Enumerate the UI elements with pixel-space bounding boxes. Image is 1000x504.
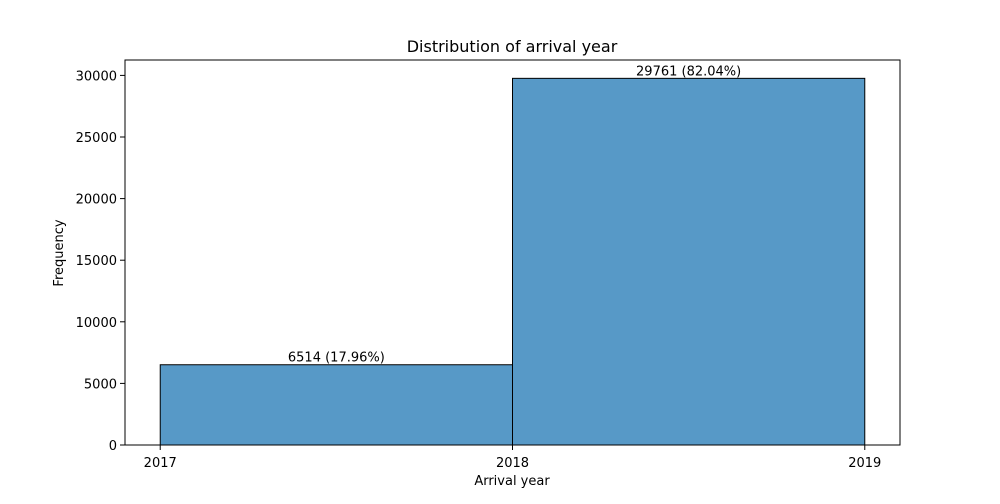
- y-tick-label-25000: 25000: [76, 131, 117, 146]
- x-tick-label-2017: 2017: [144, 456, 177, 471]
- bar-2017-2018: [159, 364, 514, 446]
- y-tick-label-10000: 10000: [76, 316, 117, 331]
- y-tick-label-15000: 15000: [76, 254, 117, 269]
- x-tick-label-2019: 2019: [848, 456, 881, 471]
- data-label-2018-2019: 29761 (82.04%): [636, 64, 741, 79]
- y-tick-label-30000: 30000: [76, 69, 117, 84]
- x-tick-label-2018: 2018: [496, 456, 529, 471]
- chart-title: Distribution of arrival year: [407, 37, 618, 56]
- y-axis-label: Frequency: [52, 219, 67, 286]
- data-labels-group: 6514 (17.96%) 29761 (82.04%): [288, 64, 741, 365]
- bars-group: [159, 77, 866, 446]
- y-tick-label-20000: 20000: [76, 193, 117, 208]
- bar-2018-2019: [512, 77, 866, 446]
- y-tick-label-5000: 5000: [84, 377, 117, 392]
- y-axis: 0 5000 10000 15000 20000 25000 30000: [76, 69, 125, 454]
- x-axis: 2017 2018 2019: [144, 445, 881, 471]
- data-label-2017-2018: 6514 (17.96%): [288, 351, 385, 366]
- x-axis-label: Arrival year: [474, 474, 550, 489]
- y-tick-label-0: 0: [109, 439, 117, 454]
